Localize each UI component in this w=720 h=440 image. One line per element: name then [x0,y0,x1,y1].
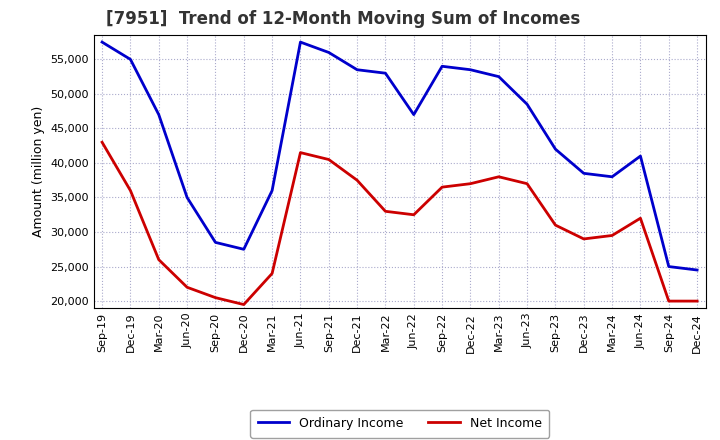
Ordinary Income [523,102,531,107]
Y-axis label: Amount (million yen): Amount (million yen) [32,106,45,237]
Net Income [381,209,390,214]
Ordinary Income [98,40,107,45]
Ordinary Income [211,240,220,245]
Ordinary Income [296,40,305,45]
Net Income [211,295,220,300]
Ordinary Income [126,57,135,62]
Ordinary Income [551,147,559,152]
Ordinary Income [438,64,446,69]
Net Income [98,139,107,145]
Net Income [580,236,588,242]
Net Income [410,212,418,217]
Net Income [551,223,559,228]
Ordinary Income [381,70,390,76]
Ordinary Income [608,174,616,180]
Ordinary Income [325,50,333,55]
Net Income [438,184,446,190]
Line: Net Income: Net Income [102,142,697,304]
Net Income [155,257,163,262]
Net Income [466,181,474,186]
Ordinary Income [693,268,701,273]
Ordinary Income [580,171,588,176]
Net Income [183,285,192,290]
Ordinary Income [268,188,276,193]
Net Income [693,298,701,304]
Ordinary Income [636,154,644,159]
Line: Ordinary Income: Ordinary Income [102,42,697,270]
Net Income [325,157,333,162]
Ordinary Income [495,74,503,79]
Ordinary Income [353,67,361,72]
Net Income [240,302,248,307]
Net Income [268,271,276,276]
Net Income [296,150,305,155]
Ordinary Income [665,264,673,269]
Ordinary Income [183,195,192,200]
Net Income [523,181,531,186]
Net Income [665,298,673,304]
Net Income [126,188,135,193]
Net Income [495,174,503,180]
Legend: Ordinary Income, Net Income: Ordinary Income, Net Income [250,410,549,438]
Ordinary Income [466,67,474,72]
Ordinary Income [240,247,248,252]
Net Income [636,216,644,221]
Text: [7951]  Trend of 12-Month Moving Sum of Incomes: [7951] Trend of 12-Month Moving Sum of I… [106,10,580,28]
Ordinary Income [410,112,418,117]
Net Income [353,178,361,183]
Net Income [608,233,616,238]
Ordinary Income [155,112,163,117]
